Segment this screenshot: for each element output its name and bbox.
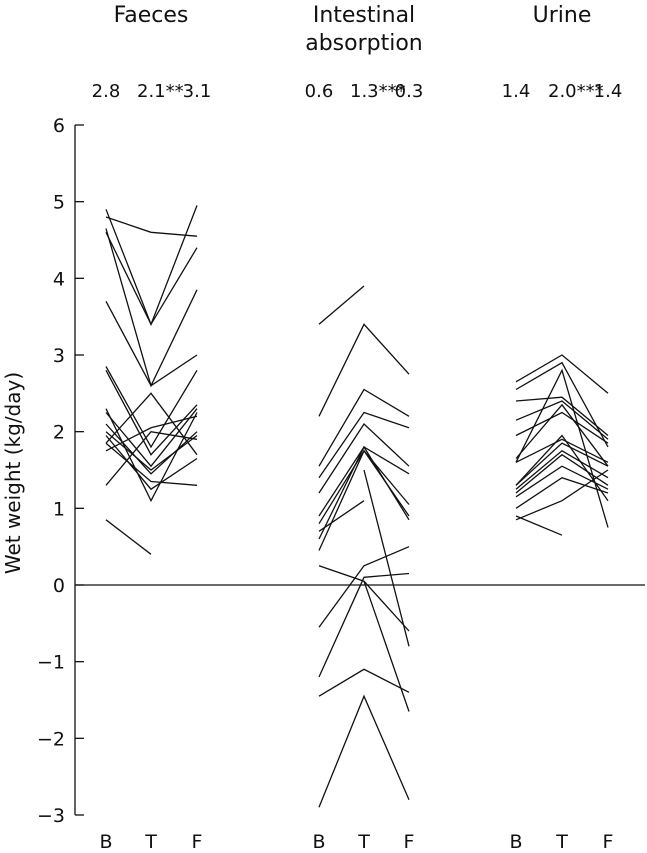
- mean-value: 2.8: [92, 81, 121, 102]
- condition-label: T: [144, 831, 157, 853]
- y-tick-label: 1: [53, 498, 65, 520]
- mean-value: 2.1**: [137, 81, 184, 102]
- panel-title: absorption: [305, 31, 423, 56]
- series-lines: [105, 205, 609, 808]
- series-line: [105, 442, 198, 486]
- y-tick-label: 4: [53, 268, 65, 290]
- series-line: [105, 392, 198, 456]
- y-axis: −3 −2 −1 0 1 2 3 4 5 6: [37, 115, 645, 827]
- series-line: [515, 396, 609, 436]
- series-line: [515, 476, 609, 509]
- series-line: [515, 438, 609, 463]
- series-line: [105, 366, 198, 449]
- condition-label: F: [603, 831, 614, 853]
- series-line: [515, 411, 609, 444]
- series-line: [105, 408, 198, 503]
- series-line: [515, 434, 609, 502]
- condition-label: B: [509, 831, 522, 853]
- series-line: [515, 469, 609, 521]
- series-line: [363, 580, 410, 712]
- y-tick-label: 6: [53, 115, 65, 137]
- series-line: [515, 442, 609, 486]
- mean-value: 2.0***: [548, 81, 604, 102]
- series-line: [105, 369, 198, 456]
- series-line: [515, 368, 609, 528]
- series-line: [515, 354, 609, 394]
- panel-title: Urine: [533, 3, 592, 28]
- series-line: [318, 449, 410, 551]
- mean-value: 0.6: [305, 81, 334, 102]
- series-line: [318, 565, 410, 632]
- y-tick-label: 3: [53, 345, 65, 367]
- series-line: [105, 519, 152, 555]
- series-line: [318, 572, 410, 678]
- series-line: [515, 403, 609, 467]
- panel-title: Faeces: [114, 3, 189, 28]
- series-line: [318, 500, 365, 532]
- series-line: [105, 415, 198, 452]
- condition-label: B: [312, 831, 325, 853]
- series-line: [318, 285, 365, 325]
- series-line: [318, 388, 410, 467]
- panel-titles: Faeces Intestinal absorption Urine: [114, 3, 592, 56]
- series-line: [363, 469, 410, 647]
- y-axis-label: Wet weight (kg/day): [1, 372, 25, 574]
- series-line: [515, 400, 609, 440]
- series-line: [105, 300, 198, 387]
- mean-value: 1.3***: [350, 81, 406, 102]
- mean-value: 0.3: [395, 81, 424, 102]
- y-tick-label: 5: [53, 192, 65, 214]
- series-line: [515, 515, 563, 536]
- series-line: [105, 232, 198, 326]
- series-line: [318, 668, 410, 697]
- y-tick-label: −2: [37, 728, 65, 750]
- series-line: [515, 450, 609, 490]
- mean-value: 1.4: [502, 81, 531, 102]
- series-line: [318, 694, 410, 808]
- series-line: [105, 408, 198, 468]
- series-line: [105, 228, 198, 388]
- condition-label: F: [192, 831, 203, 853]
- series-line: [515, 465, 609, 498]
- condition-label: B: [99, 831, 112, 853]
- series-line: [105, 431, 198, 471]
- mean-values: 2.8 2.1** 3.1 0.6 1.3***0.3 1.4 2.0***1.4: [92, 81, 623, 102]
- condition-label: T: [555, 831, 568, 853]
- series-line: [105, 205, 198, 327]
- condition-label: F: [404, 831, 415, 853]
- series-line: [318, 445, 410, 540]
- y-tick-label: 0: [53, 575, 65, 597]
- mean-value: 3.1: [183, 81, 212, 102]
- series-line: [105, 430, 198, 486]
- series-line: [318, 411, 410, 479]
- series-line: [515, 361, 609, 448]
- mean-value: 1.4: [594, 81, 623, 102]
- series-line: [318, 546, 410, 628]
- y-tick-label: −1: [37, 652, 65, 674]
- series-line: [318, 323, 410, 417]
- panel-title: Intestinal: [313, 3, 415, 28]
- series-line: [318, 422, 410, 494]
- condition-label: T: [357, 831, 370, 853]
- y-tick-label: −3: [37, 805, 65, 827]
- series-line: [105, 216, 198, 237]
- y-tick-label: 2: [53, 422, 65, 444]
- series-line: [105, 435, 198, 491]
